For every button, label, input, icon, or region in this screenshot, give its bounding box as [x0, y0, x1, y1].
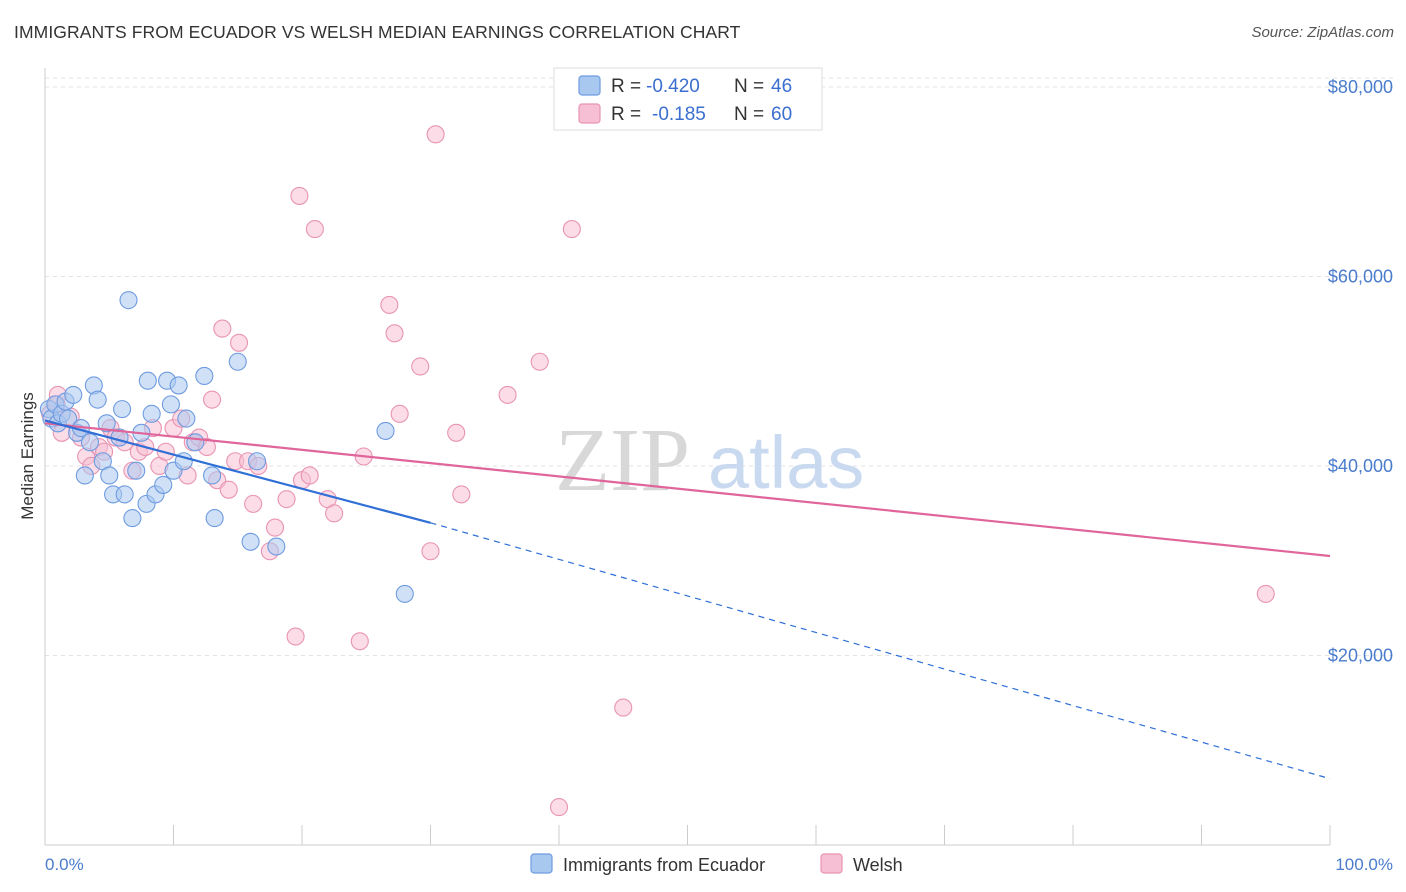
ecuador-point	[203, 466, 222, 485]
y-tick-label: $20,000	[1328, 645, 1393, 665]
ecuador-point	[154, 475, 173, 494]
ecuador-point	[267, 537, 286, 556]
source-label: Source: ZipAtlas.com	[1251, 24, 1394, 41]
welsh-point	[562, 220, 581, 239]
welsh-point	[452, 485, 471, 504]
bottom-legend: Immigrants from Ecuador Welsh	[530, 853, 903, 875]
ecuador-point	[97, 414, 116, 433]
welsh-trend-line	[44, 422, 1331, 558]
legend-r-value: -0.185	[652, 104, 706, 125]
welsh-point	[390, 404, 409, 423]
ecuador-point	[376, 421, 395, 440]
welsh-point	[219, 480, 238, 499]
ecuador-point	[241, 532, 260, 551]
welsh-point	[350, 632, 369, 651]
welsh-point	[300, 466, 319, 485]
welsh-point	[1256, 584, 1275, 603]
welsh-point	[549, 798, 569, 817]
watermark-zip: ZIP	[555, 411, 690, 510]
legend-n-label: N =	[734, 76, 764, 97]
welsh-point	[614, 698, 633, 717]
grid-lines	[45, 77, 1393, 656]
legend-box: R = -0.420 N = 46 R = -0.185 N = 60	[553, 67, 823, 131]
welsh-point	[290, 186, 309, 205]
legend-swatch-ecuador	[578, 75, 601, 96]
welsh-point	[530, 352, 549, 371]
welsh-point	[305, 220, 324, 239]
ecuador-point	[169, 376, 188, 395]
ecuador-point	[177, 409, 196, 428]
welsh-point	[411, 357, 430, 376]
y-tick-label: $60,000	[1328, 266, 1393, 286]
ecuador-point	[161, 395, 180, 414]
welsh-point	[229, 333, 249, 352]
legend-n-label: N =	[734, 104, 764, 125]
welsh-point	[213, 319, 232, 338]
x-ticks	[44, 825, 1331, 845]
x-tick-label-min: 0.0%	[45, 855, 84, 874]
x-tick-label-max: 100.0%	[1335, 855, 1393, 874]
ecuador-trend-extension	[430, 522, 1331, 780]
ecuador-point	[205, 509, 224, 528]
ecuador-point	[127, 461, 146, 480]
ecuador-point	[247, 452, 267, 471]
ecuador-point	[80, 433, 100, 452]
welsh-point	[244, 494, 263, 513]
legend-n-value: 46	[771, 76, 792, 97]
watermark: ZIP atlas	[555, 411, 864, 510]
welsh-point	[325, 504, 344, 523]
ecuador-point	[186, 433, 205, 452]
legend-r-label: R =	[611, 104, 641, 125]
ecuador-trend-line	[44, 419, 431, 524]
ecuador-point	[64, 385, 83, 404]
ecuador-point	[119, 291, 138, 310]
legend-r-label: R =	[611, 76, 641, 97]
trend-lines	[44, 419, 1331, 780]
legend-r-value: -0.420	[646, 76, 700, 97]
y-tick-label: $40,000	[1328, 456, 1393, 476]
welsh-point	[385, 324, 404, 343]
ecuador-point	[100, 466, 119, 485]
bottom-legend-swatch-ecuador	[530, 853, 553, 874]
ecuador-point	[228, 352, 247, 371]
welsh-point	[380, 295, 399, 314]
ecuador-point	[142, 404, 161, 423]
welsh-point	[286, 627, 305, 646]
ecuador-point	[115, 485, 134, 504]
ecuador-point	[195, 366, 214, 386]
ecuador-point	[138, 371, 157, 390]
ecuador-point	[395, 584, 414, 603]
watermark-atlas: atlas	[708, 421, 864, 504]
chart-title: IMMIGRANTS FROM ECUADOR VS WELSH MEDIAN …	[14, 22, 741, 42]
ecuador-point	[123, 509, 142, 528]
welsh-point	[498, 385, 517, 404]
ecuador-point	[88, 390, 107, 409]
welsh-point	[265, 518, 285, 537]
welsh-point	[277, 490, 296, 509]
legend-swatch-welsh	[578, 103, 601, 124]
legend-n-value: 60	[771, 104, 792, 125]
welsh-point	[421, 542, 440, 561]
bottom-legend-label-ecuador: Immigrants from Ecuador	[563, 855, 765, 875]
y-axis-title: Median Earnings	[18, 392, 37, 520]
ecuador-points	[39, 291, 414, 603]
bottom-legend-swatch-welsh	[820, 853, 843, 874]
welsh-point	[203, 390, 222, 409]
y-tick-labels: $20,000 $40,000 $60,000 $80,000	[1328, 77, 1393, 666]
y-tick-label: $80,000	[1328, 77, 1393, 97]
ecuador-point	[75, 466, 94, 485]
bottom-legend-label-welsh: Welsh	[853, 855, 903, 875]
welsh-point	[426, 125, 445, 144]
ecuador-point	[113, 400, 132, 419]
welsh-point	[447, 423, 466, 442]
